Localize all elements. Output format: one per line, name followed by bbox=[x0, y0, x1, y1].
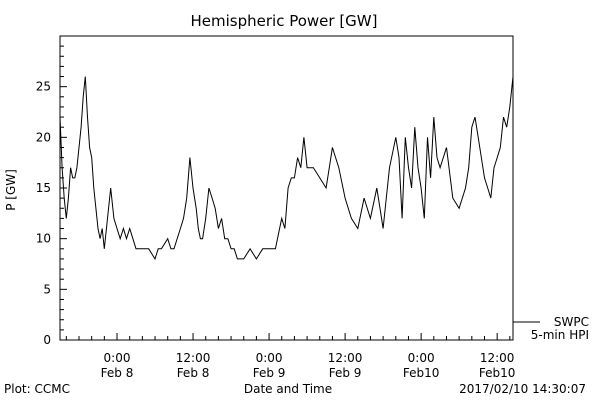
y-tick-label: 15 bbox=[36, 181, 51, 195]
x-tick-date-label: Feb10 bbox=[403, 366, 440, 380]
y-tick-label: 25 bbox=[36, 80, 51, 94]
plot-timestamp: 2017/02/10 14:30:07 bbox=[459, 382, 586, 396]
y-tick-label: 20 bbox=[36, 130, 51, 144]
y-tick-label: 10 bbox=[36, 232, 51, 246]
x-tick-date-label: Feb10 bbox=[479, 366, 516, 380]
y-axis: 0 5 10 15 20 25 bbox=[36, 35, 67, 347]
plot-credit: Plot: CCMC bbox=[4, 382, 70, 396]
x-tick-date-label: Feb 8 bbox=[177, 366, 210, 380]
series-layer bbox=[59, 76, 514, 261]
x-tick-time-label: 12:00 bbox=[480, 351, 515, 365]
chart-title: Hemispheric Power [GW] bbox=[191, 12, 378, 30]
x-axis-label: Date and Time bbox=[244, 382, 332, 396]
x-tick-time-label: 0:00 bbox=[256, 351, 283, 365]
plot-frame bbox=[59, 35, 514, 341]
series-line bbox=[59, 76, 514, 261]
plot-frame-border bbox=[59, 35, 514, 341]
legend-line-1: SWPC bbox=[554, 315, 589, 329]
y-tick-label: 5 bbox=[43, 282, 51, 296]
legend: SWPC 5-min HPI bbox=[513, 315, 589, 342]
x-tick-date-label: Feb 9 bbox=[253, 366, 286, 380]
legend-line-2: 5-min HPI bbox=[531, 328, 589, 342]
y-tick-label: 0 bbox=[43, 333, 51, 347]
x-tick-time-label: 12:00 bbox=[176, 351, 211, 365]
y-axis-label: P [GW] bbox=[4, 169, 18, 211]
x-tick-time-label: 12:00 bbox=[328, 351, 363, 365]
x-tick-date-label: Feb 8 bbox=[101, 366, 134, 380]
x-tick-time-label: 0:00 bbox=[408, 351, 435, 365]
x-tick-time-label: 0:00 bbox=[104, 351, 131, 365]
x-tick-date-label: Feb 9 bbox=[329, 366, 362, 380]
